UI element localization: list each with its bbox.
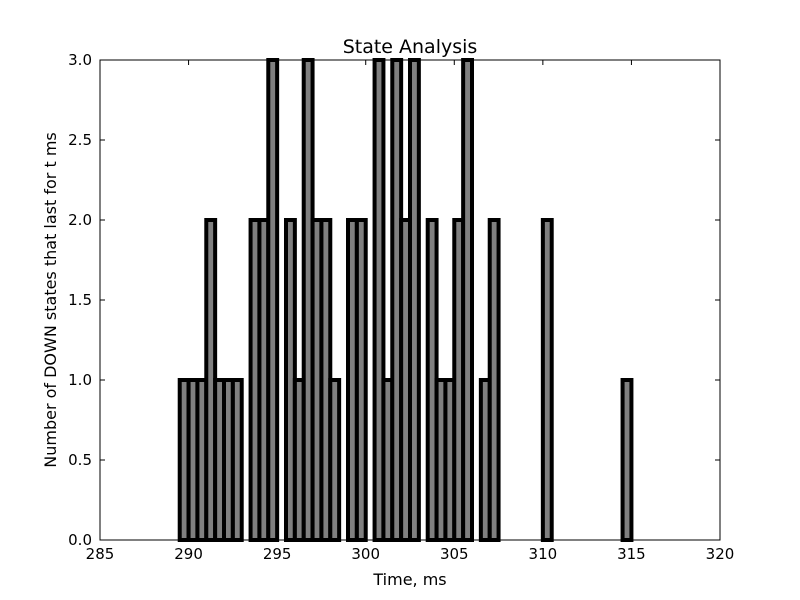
- histogram-bar: [620, 378, 634, 542]
- y-tick-label: 3.0: [68, 51, 92, 69]
- x-tick-label: 295: [263, 545, 292, 563]
- y-tick-label: 0.0: [68, 531, 92, 549]
- x-tick-label: 285: [86, 545, 115, 563]
- x-tick-label: 320: [706, 545, 735, 563]
- x-tick-label: 300: [351, 545, 380, 563]
- x-tick-label: 305: [440, 545, 469, 563]
- ticks-group: 285 290 295 300 305 310 315 320 0.0 0.5 1.0 1.5 2.0 2…: [68, 51, 734, 563]
- y-tick-label: 0.5: [68, 451, 92, 469]
- histogram-bar: [328, 378, 342, 542]
- x-tick-label: 310: [529, 545, 558, 563]
- chart-title: State Analysis: [343, 36, 478, 58]
- histogram-bar: [487, 218, 501, 542]
- histogram-bar: [354, 218, 368, 542]
- x-tick-label: 290: [174, 545, 203, 563]
- histogram-bar: [540, 218, 554, 542]
- y-tick-label: 2.5: [68, 131, 92, 149]
- histogram-bar: [230, 378, 244, 542]
- y-tick-label: 1.0: [68, 371, 92, 389]
- plot-frame: [99, 59, 721, 541]
- histogram-bar: [408, 58, 421, 542]
- y-axis-label: Number of DOWN states that last for t ms: [41, 132, 60, 468]
- x-axis-label: Time, ms: [372, 570, 446, 589]
- bars-group: [177, 58, 634, 542]
- histogram-bar: [461, 58, 474, 542]
- x-tick-label: 315: [617, 545, 646, 563]
- y-tick-label: 1.5: [68, 291, 92, 309]
- histogram-bar: [266, 58, 280, 542]
- y-tick-label: 2.0: [68, 211, 92, 229]
